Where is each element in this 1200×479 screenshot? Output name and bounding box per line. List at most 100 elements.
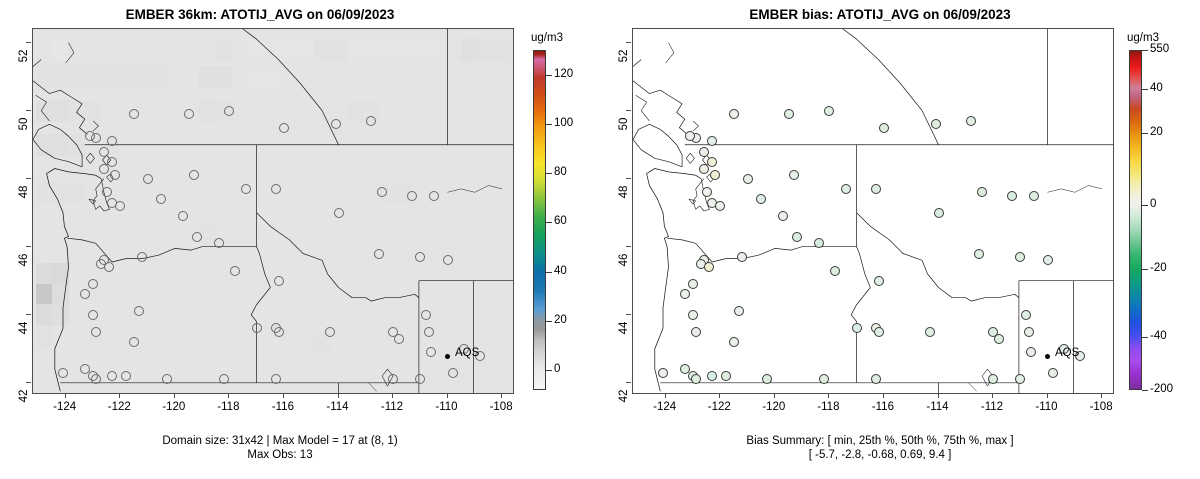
y-axis-tick bbox=[626, 177, 631, 179]
observation-marker bbox=[142, 173, 153, 184]
raster-cell bbox=[52, 283, 69, 306]
x-axis-tick bbox=[1046, 393, 1048, 398]
caption-line1-bias: Bias Summary: [ min, 25th %, 50th %, 75t… bbox=[746, 435, 1014, 447]
observation-marker bbox=[1058, 343, 1069, 354]
observation-marker bbox=[377, 187, 388, 198]
map-boundary-path bbox=[850, 246, 871, 383]
raster-cell bbox=[346, 358, 364, 381]
observation-marker bbox=[1048, 367, 1058, 378]
observation-marker bbox=[707, 136, 718, 147]
y-axis-tick bbox=[26, 381, 31, 383]
map-outline-model bbox=[33, 29, 513, 393]
panel-model: EMBER 36km: ATOTIJ_AVG on 06/09/2023 AQS… bbox=[18, 7, 573, 461]
raster-cell bbox=[68, 38, 86, 61]
y-axis-tick-label: 44 bbox=[18, 321, 30, 335]
raster-cell bbox=[215, 66, 233, 89]
observation-marker bbox=[325, 326, 336, 337]
x-axis-tick-label: -118 bbox=[817, 401, 840, 413]
observation-marker bbox=[224, 105, 235, 116]
raster-cell bbox=[101, 66, 118, 89]
x-axis-tick bbox=[446, 393, 448, 398]
observation-marker bbox=[79, 364, 90, 375]
raster-cell bbox=[84, 100, 102, 123]
raster-cell bbox=[248, 38, 266, 61]
observation-marker bbox=[930, 119, 941, 130]
observation-marker bbox=[448, 367, 458, 378]
observation-marker bbox=[756, 194, 767, 205]
raster-cell bbox=[35, 181, 53, 204]
observation-marker bbox=[107, 156, 118, 167]
y-axis-tick bbox=[26, 41, 31, 43]
colorbar-tick bbox=[1142, 133, 1148, 135]
raster-cell bbox=[313, 331, 331, 354]
colorbar-unit-model: ug/m3 bbox=[531, 32, 563, 44]
observation-marker bbox=[415, 374, 426, 385]
raster-cell bbox=[52, 304, 69, 327]
raster-cell bbox=[264, 66, 282, 89]
map-boundary-path bbox=[447, 185, 503, 193]
y-axis-tick bbox=[26, 313, 31, 315]
x-axis-tick bbox=[119, 393, 121, 398]
colorbar-tick bbox=[546, 321, 552, 322]
raster-cell bbox=[330, 38, 347, 61]
observation-marker bbox=[734, 306, 745, 317]
raster-cell bbox=[199, 38, 217, 61]
aqs-legend-dot-bias bbox=[1045, 354, 1050, 359]
raster-cell bbox=[35, 283, 53, 306]
page-title-model: EMBER 36km: ATOTIJ_AVG on 06/09/2023 bbox=[125, 7, 395, 22]
map-boundary-path bbox=[646, 168, 702, 392]
y-axis-tick bbox=[626, 41, 631, 43]
colorbar-tick-label: 550 bbox=[1150, 43, 1170, 55]
raster-cell bbox=[412, 38, 429, 61]
map-boundary-path bbox=[688, 198, 696, 205]
observation-marker bbox=[134, 306, 145, 317]
raster-cell bbox=[52, 134, 69, 157]
observation-marker bbox=[388, 326, 398, 337]
observation-marker bbox=[737, 251, 748, 262]
map-boundary-path bbox=[685, 152, 695, 164]
x-axis-tick-label: -118 bbox=[217, 401, 240, 413]
x-axis-tick-label: -110 bbox=[435, 401, 458, 413]
observation-marker bbox=[685, 131, 696, 142]
observation-marker bbox=[218, 374, 229, 385]
x-axis-tick-label: -120 bbox=[762, 401, 786, 413]
y-axis-tick-label: 46 bbox=[18, 253, 30, 267]
y-axis-tick-label: 50 bbox=[618, 117, 630, 130]
observation-marker bbox=[783, 109, 794, 119]
raster-cell bbox=[52, 181, 69, 204]
observation-marker bbox=[1020, 309, 1031, 320]
observation-marker bbox=[428, 190, 439, 201]
observation-marker bbox=[878, 122, 889, 133]
panel-bias: EMBER bias: ATOTIJ_AVG on 06/09/2023 AQS… bbox=[600, 0, 1200, 479]
observation-marker bbox=[851, 323, 862, 334]
observation-marker bbox=[115, 200, 126, 211]
raster-cell bbox=[84, 66, 102, 89]
map-boundary-path bbox=[968, 382, 977, 392]
colorbar-tick-label: 40 bbox=[1150, 82, 1163, 95]
observation-marker bbox=[658, 367, 668, 378]
map-outline-bias bbox=[633, 29, 1113, 393]
observation-marker bbox=[251, 323, 262, 334]
map-boundary-path bbox=[633, 123, 683, 168]
y-axis-tick bbox=[626, 313, 631, 315]
colorbar-tick-label: 0 bbox=[554, 363, 561, 376]
y-axis-tick-label: 48 bbox=[618, 185, 630, 199]
observation-marker bbox=[109, 170, 120, 181]
observation-marker bbox=[870, 183, 881, 194]
map-boundary-path bbox=[92, 120, 99, 132]
observation-marker bbox=[679, 289, 690, 300]
map-boundary-path bbox=[667, 237, 857, 263]
raster-cell bbox=[52, 66, 69, 89]
colorbar-tick bbox=[546, 74, 552, 76]
observation-marker bbox=[393, 333, 404, 344]
y-axis-tick-label: 42 bbox=[618, 389, 630, 403]
x-axis-tick bbox=[282, 393, 284, 398]
map-boundary-path bbox=[67, 237, 257, 263]
observation-marker bbox=[977, 187, 988, 198]
colorbar-tick-label: 60 bbox=[554, 215, 567, 228]
observation-marker bbox=[128, 337, 139, 347]
raster-cell bbox=[477, 38, 495, 61]
raster-cell bbox=[461, 38, 478, 61]
observation-marker bbox=[993, 333, 1004, 344]
